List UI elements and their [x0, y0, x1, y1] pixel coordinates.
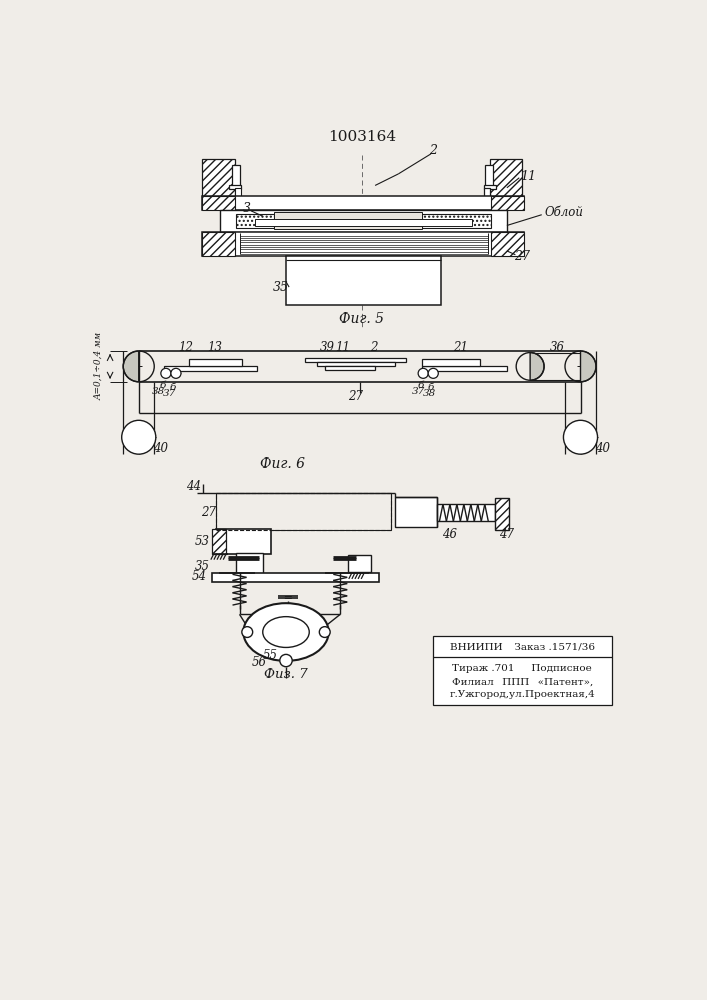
Circle shape [418, 368, 428, 378]
Bar [286, 256, 441, 305]
Bar [348, 555, 371, 572]
Bar [490, 158, 522, 197]
Ellipse shape [243, 603, 329, 661]
Text: 55: 55 [263, 649, 278, 662]
Bar [216, 529, 271, 554]
Text: Фиг. 5: Фиг. 5 [339, 312, 385, 326]
Bar [202, 196, 235, 210]
Text: A=0,1÷0,4 мм: A=0,1÷0,4 мм [95, 332, 104, 400]
Text: 11: 11 [335, 341, 350, 354]
Text: б: б [160, 381, 166, 390]
Text: 38: 38 [423, 389, 436, 398]
Bar [484, 188, 490, 201]
Bar [484, 185, 496, 189]
Text: 37: 37 [163, 389, 176, 398]
Bar [220, 210, 507, 232]
Circle shape [428, 368, 438, 378]
Bar [495, 498, 509, 530]
Text: 40: 40 [153, 442, 168, 455]
Bar [325, 362, 339, 368]
Bar [202, 232, 524, 256]
Circle shape [280, 654, 292, 667]
Text: 27: 27 [515, 250, 530, 263]
Bar [235, 188, 241, 201]
Bar [433, 636, 612, 705]
Bar [235, 214, 274, 228]
Text: 3: 3 [243, 202, 250, 215]
Text: 40: 40 [595, 442, 609, 455]
Bar [395, 497, 437, 527]
Bar [216, 493, 391, 530]
Bar [216, 493, 391, 530]
Text: Облой: Облой [544, 206, 583, 219]
Text: 13: 13 [207, 341, 222, 354]
Text: 35: 35 [273, 281, 288, 294]
Text: 47: 47 [498, 528, 513, 541]
Text: 44: 44 [186, 480, 201, 493]
Text: 2: 2 [370, 341, 378, 354]
Text: 35: 35 [195, 560, 210, 573]
Text: Фиг. 6: Фиг. 6 [259, 457, 305, 471]
Bar [317, 362, 395, 366]
Bar [491, 232, 524, 256]
Text: 38: 38 [152, 387, 165, 396]
Bar [235, 553, 263, 574]
Bar [212, 529, 226, 554]
Text: 39: 39 [320, 341, 334, 354]
Bar [437, 504, 495, 521]
Bar [232, 165, 240, 188]
Bar [255, 219, 472, 226]
Text: Филиал  ППП  «Патент»,: Филиал ППП «Патент», [452, 678, 593, 687]
Text: ВНИИПИ   Заказ .1571/36: ВНИИПИ Заказ .1571/36 [450, 642, 595, 651]
Text: 21: 21 [453, 341, 468, 354]
Bar [202, 158, 235, 197]
Bar [228, 185, 241, 189]
Text: 11: 11 [520, 170, 537, 183]
Text: б: б [418, 381, 424, 390]
Bar [274, 212, 421, 229]
Ellipse shape [263, 617, 309, 647]
Circle shape [563, 420, 597, 454]
Text: 54: 54 [192, 570, 206, 583]
Bar [341, 362, 355, 369]
Bar [189, 359, 242, 366]
Text: 53: 53 [195, 535, 210, 548]
Circle shape [160, 368, 171, 378]
Text: ⊓: ⊓ [291, 622, 299, 631]
Text: 1003164: 1003164 [328, 130, 396, 144]
Wedge shape [580, 351, 596, 382]
Bar [202, 232, 235, 256]
Text: 36: 36 [550, 341, 565, 354]
Bar [212, 573, 379, 582]
Circle shape [320, 627, 330, 637]
Text: 37: 37 [412, 387, 425, 396]
Wedge shape [530, 353, 544, 380]
Text: 2: 2 [429, 144, 437, 157]
Bar [164, 366, 257, 371]
Circle shape [171, 368, 181, 378]
Bar [421, 359, 480, 366]
Circle shape [242, 627, 252, 637]
Circle shape [122, 420, 156, 454]
Text: 27: 27 [349, 390, 363, 403]
Bar [491, 196, 524, 210]
Text: 12: 12 [177, 341, 193, 354]
Text: 27: 27 [201, 506, 216, 519]
Text: г.Ужгород,ул.Проектная,4: г.Ужгород,ул.Проектная,4 [450, 690, 595, 699]
Text: Тираж .701   Подписное: Тираж .701 Подписное [452, 664, 592, 673]
Text: б: б [428, 383, 434, 392]
Text: 46: 46 [442, 528, 457, 541]
Bar [202, 196, 524, 210]
Text: 56: 56 [252, 656, 267, 669]
Bar [421, 214, 491, 228]
Text: б: б [170, 383, 176, 392]
Bar [305, 358, 406, 362]
Bar [325, 366, 375, 370]
Bar [485, 165, 493, 188]
Bar [421, 366, 507, 371]
Wedge shape [123, 351, 139, 382]
Text: Физ. 7: Физ. 7 [264, 668, 308, 681]
Text: ═: ═ [284, 592, 291, 602]
